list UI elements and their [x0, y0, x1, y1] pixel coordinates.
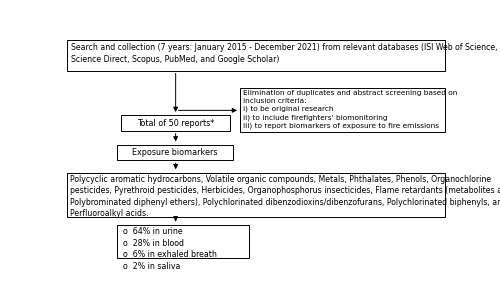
Text: Exposure biomarkers: Exposure biomarkers — [132, 148, 218, 157]
Text: Polycyclic aromatic hydrocarbons, Volatile organic compounds, Metals, Phthalates: Polycyclic aromatic hydrocarbons, Volati… — [70, 175, 500, 218]
Bar — [240, 88, 446, 132]
Bar — [122, 115, 230, 131]
Text: Search and collection (7 years: January 2015 - December 2021) from relevant data: Search and collection (7 years: January … — [71, 43, 498, 64]
Bar — [117, 225, 248, 258]
Bar — [67, 40, 446, 71]
Text: Elimination of duplicates and abstract screening based on
inclusion criteria:
i): Elimination of duplicates and abstract s… — [242, 90, 457, 129]
Bar — [67, 173, 446, 217]
Text: o  64% in urine
o  28% in blood
o  6% in exhaled breath
o  2% in saliva: o 64% in urine o 28% in blood o 6% in ex… — [122, 227, 216, 271]
Bar — [117, 145, 233, 160]
Text: Total of 50 reports*: Total of 50 reports* — [137, 119, 214, 127]
